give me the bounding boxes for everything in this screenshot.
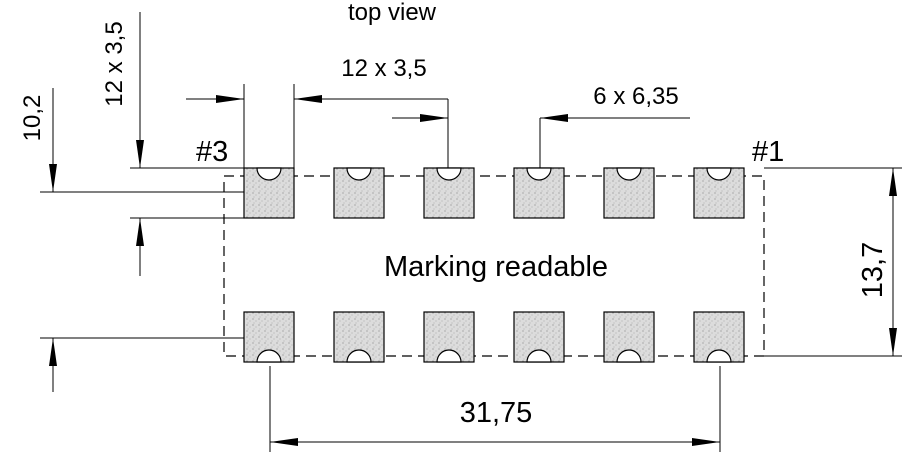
marking-label: Marking readable [384, 251, 608, 283]
pin1-label: #1 [752, 136, 784, 168]
pin3-label: #3 [196, 136, 228, 168]
pad-notch-bottom-5 [616, 349, 642, 363]
pitch-arrow-left [420, 114, 448, 122]
body-width-arrow-left [270, 438, 298, 446]
body-height-label: 13,7 [857, 242, 889, 298]
pitch-arrow-right [540, 114, 568, 122]
body-width-arrow-right [692, 438, 720, 446]
pad-notch-bottom-1 [256, 349, 282, 363]
pads-group [243, 167, 745, 363]
row-span-arrow-top [49, 164, 57, 192]
pad-width-arrow-left [216, 95, 244, 103]
pad-notch-top-5 [616, 167, 642, 181]
body-height-arrow-bottom [889, 328, 897, 356]
body-height-arrow-top [889, 168, 897, 196]
view-title: top view [348, 0, 437, 26]
pad-height-arrow-bottom [136, 218, 144, 246]
pad-notch-top-3 [436, 167, 462, 181]
pad-width-label: 12 x 3,5 [341, 55, 426, 82]
row-span-label: 10,2 [19, 95, 46, 142]
pad-notch-bottom-4 [526, 349, 552, 363]
pad-notch-bottom-3 [436, 349, 462, 363]
body-width-label: 31,75 [460, 397, 533, 429]
row-span-arrow-bottom [49, 338, 57, 366]
pitch-label: 6 x 6,35 [593, 83, 678, 110]
pad-notch-top-6 [706, 167, 732, 181]
pad-notch-top-1 [256, 167, 282, 181]
pad-notch-top-4 [526, 167, 552, 181]
pad-notch-top-2 [346, 167, 372, 181]
body-outline [223, 175, 765, 357]
pad-notch-bottom-6 [706, 349, 732, 363]
pad-height-label: 12 x 3,5 [101, 21, 128, 106]
pad-height-arrow-top [136, 140, 144, 168]
pad-width-arrow-right [294, 95, 322, 103]
pad-notch-bottom-2 [346, 349, 372, 363]
